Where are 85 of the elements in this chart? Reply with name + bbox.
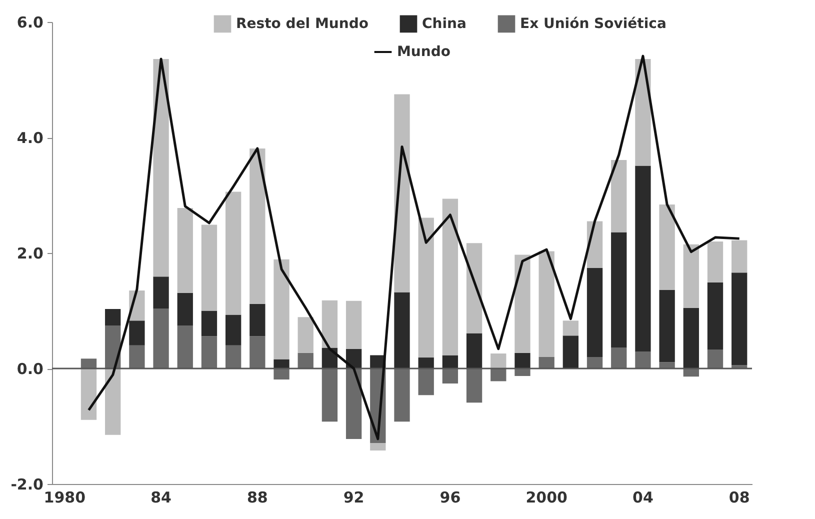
bar xyxy=(250,148,266,304)
bar xyxy=(153,276,169,308)
x-tick-label: 88 xyxy=(246,488,268,506)
bar xyxy=(635,352,651,368)
bar xyxy=(707,349,724,368)
legend-label: China xyxy=(422,16,466,32)
x-tick-label: 1980 xyxy=(44,488,86,506)
bar xyxy=(225,192,242,315)
bar xyxy=(442,355,458,368)
y-tick-label: 0.0 xyxy=(16,360,44,378)
bar xyxy=(298,317,314,353)
bar xyxy=(538,251,554,357)
x-tick-label: 96 xyxy=(440,488,461,506)
y-tick-label: 2.0 xyxy=(16,244,44,262)
x-tick-label: 04 xyxy=(632,488,654,506)
bar xyxy=(274,359,290,368)
bar xyxy=(466,243,482,334)
bar xyxy=(250,304,266,336)
bar xyxy=(80,368,97,420)
y-tick-label: -2.0 xyxy=(10,476,44,494)
bar xyxy=(274,259,290,360)
x-tick-label: 92 xyxy=(343,488,364,506)
y-tick-label: 6.0 xyxy=(16,14,44,32)
bar xyxy=(442,198,458,356)
legend-label: Resto del Mundo xyxy=(236,16,369,32)
legend-label: Ex Unión Soviética xyxy=(520,16,666,32)
bar xyxy=(322,368,338,422)
bar xyxy=(274,368,290,380)
bar xyxy=(586,268,603,357)
bar xyxy=(105,309,121,326)
bar xyxy=(346,368,362,439)
bar xyxy=(201,224,218,311)
bar xyxy=(153,58,169,277)
bar xyxy=(514,352,530,368)
bar xyxy=(707,241,724,282)
bar xyxy=(611,232,627,348)
bar xyxy=(611,348,627,368)
bar xyxy=(466,333,482,368)
bar xyxy=(225,345,242,368)
bar xyxy=(490,368,506,382)
bar xyxy=(250,336,266,368)
bar xyxy=(298,352,314,368)
x-tick-label: 84 xyxy=(150,488,172,506)
bar xyxy=(659,204,675,290)
bar xyxy=(322,300,338,348)
bar xyxy=(418,368,434,396)
bar xyxy=(732,240,748,273)
bar xyxy=(538,356,554,368)
bar xyxy=(201,336,218,368)
bar xyxy=(177,326,193,368)
bar xyxy=(105,368,121,435)
bar xyxy=(225,314,242,346)
bar xyxy=(129,320,145,346)
bar xyxy=(659,290,675,362)
bar xyxy=(659,362,675,368)
bar xyxy=(707,282,724,350)
bar xyxy=(732,272,748,366)
bar xyxy=(418,218,434,358)
x-tick-label: 2000 xyxy=(526,488,568,506)
bar xyxy=(201,310,218,336)
bar xyxy=(683,308,699,368)
bar xyxy=(80,358,97,368)
bar xyxy=(177,208,193,293)
bar xyxy=(370,443,386,451)
bar xyxy=(611,160,627,232)
bar xyxy=(635,166,651,352)
bar xyxy=(177,292,193,326)
legend-label: Mundo xyxy=(397,44,451,60)
bar xyxy=(514,254,530,353)
bar xyxy=(683,244,699,308)
bar xyxy=(562,320,579,336)
bar xyxy=(418,358,434,368)
bar xyxy=(394,292,410,368)
bar xyxy=(346,300,362,349)
bar xyxy=(490,353,506,368)
y-tick-label: 4.0 xyxy=(16,129,44,147)
x-tick-label: 08 xyxy=(728,488,750,506)
bar xyxy=(442,368,458,384)
bar xyxy=(153,308,169,368)
bar xyxy=(586,356,603,368)
line-series xyxy=(87,54,741,440)
bar xyxy=(394,368,410,422)
bar xyxy=(562,336,579,368)
bar xyxy=(129,345,145,368)
bar xyxy=(466,368,482,403)
